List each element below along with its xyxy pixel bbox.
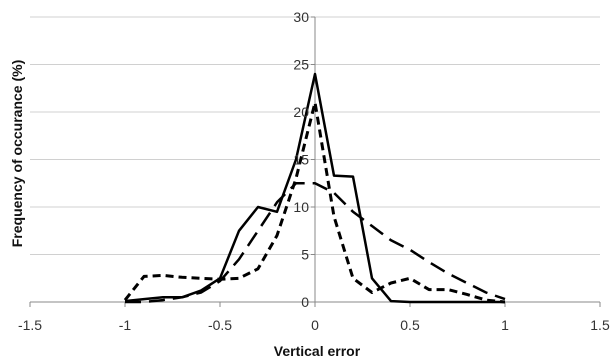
series-line-2-dashed — [123, 101, 506, 304]
y-tick-label: 0 — [301, 294, 309, 310]
axes — [29, 16, 601, 307]
y-tick-labels: 0 5 10 15 20 25 30 — [293, 9, 309, 310]
series-line-3-long-dashed — [125, 182, 506, 304]
y-tick-label: 25 — [293, 57, 309, 73]
x-tick-label: 0.5 — [400, 317, 420, 333]
x-tick-label: -1.5 — [18, 317, 42, 333]
x-tick-label: 1.5 — [590, 317, 610, 333]
y-tick-label: 10 — [293, 199, 309, 215]
x-tick-label: 1 — [501, 317, 509, 333]
x-tick-label: 0 — [311, 317, 319, 333]
x-tick-label: -0.5 — [208, 317, 232, 333]
x-tick-labels: -1.5 -1 -0.5 0 0.5 1 1.5 — [18, 317, 610, 333]
y-tick-label: 5 — [301, 247, 309, 263]
series-group — [123, 72, 506, 304]
y-tick-label: 15 — [293, 152, 309, 168]
x-axis-title: Vertical error — [274, 343, 361, 359]
y-axis-title: Frequency of occurance (%) — [9, 60, 25, 248]
x-tick-label: -1 — [119, 317, 132, 333]
y-tick-label: 30 — [293, 9, 309, 25]
y-tick-label: 20 — [293, 104, 309, 120]
